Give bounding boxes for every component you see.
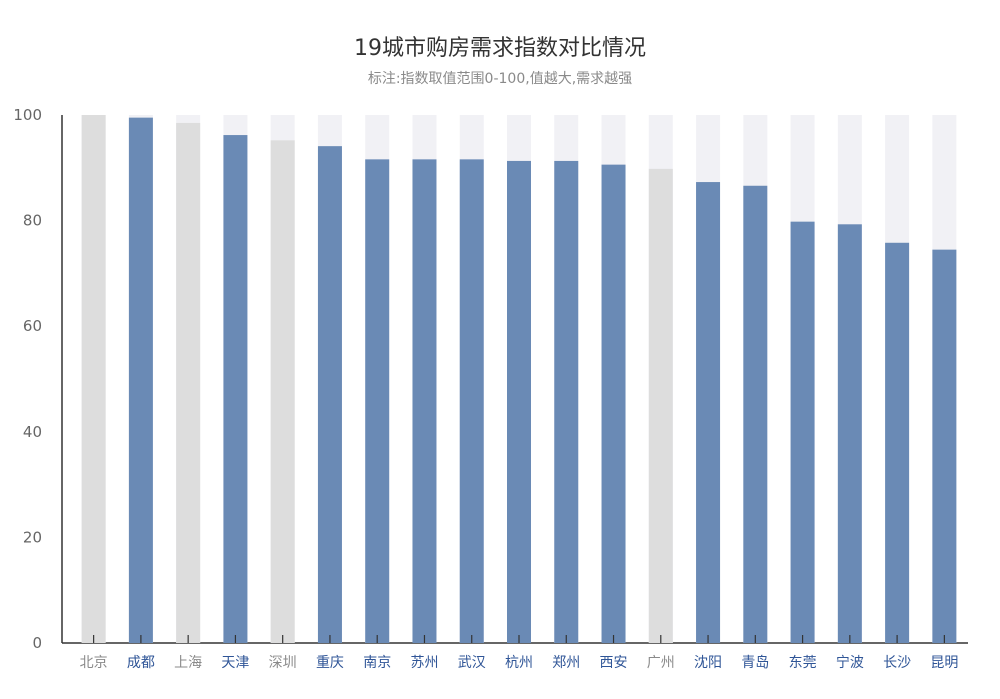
bar: [507, 160, 531, 643]
x-tick-label: 宁波: [836, 654, 864, 671]
bar: [837, 224, 862, 643]
x-tick-label: 昆明: [930, 655, 958, 671]
x-tick-label: 东莞: [789, 655, 817, 671]
bar: [743, 185, 768, 643]
y-tick-label: 100: [13, 106, 42, 124]
bar: [885, 242, 910, 643]
bar: [365, 159, 390, 644]
x-tick-label: 青岛: [741, 655, 769, 671]
x-tick-label: 西安: [600, 655, 628, 671]
bar: [601, 164, 626, 643]
x-tick-label: 北京: [80, 655, 108, 671]
x-tick-label: 天津: [221, 655, 249, 671]
bar: [128, 117, 153, 643]
bar: [790, 221, 815, 643]
x-tick-label: 郑州: [552, 655, 580, 671]
bar: [81, 115, 106, 643]
x-tick-label: 苏州: [410, 655, 438, 671]
bar: [176, 122, 201, 644]
x-tick-label: 深圳: [269, 655, 297, 671]
x-tick-label: 广州: [647, 655, 675, 671]
y-tick-label: 0: [32, 634, 42, 652]
y-tick-label: 80: [23, 212, 42, 230]
chart-title: 19城市购房需求指数对比情况: [354, 36, 646, 61]
chart-subtitle: 标注:指数取值范围0-100,值越大,需求越强: [367, 71, 633, 87]
x-tick-label: 上海: [174, 655, 202, 671]
bar: [459, 159, 484, 644]
x-tick-label: 长沙: [883, 655, 911, 671]
y-tick-label: 40: [23, 423, 42, 441]
bar: [270, 140, 295, 643]
x-tick-label: 武汉: [458, 655, 486, 671]
bar: [696, 182, 721, 643]
bar: [648, 168, 673, 643]
x-tick-label: 沈阳: [694, 655, 722, 671]
bar: [554, 160, 579, 643]
y-tick-label: 60: [23, 317, 42, 335]
y-tick-label: 20: [23, 528, 42, 546]
bar: [317, 146, 342, 644]
x-tick-label: 重庆: [316, 655, 344, 671]
bar: [223, 135, 248, 643]
bar: [412, 159, 437, 644]
x-tick-label: 成都: [127, 655, 155, 671]
x-tick-label: 杭州: [505, 655, 533, 671]
bar: [932, 249, 957, 643]
x-tick-label: 南京: [363, 655, 391, 671]
